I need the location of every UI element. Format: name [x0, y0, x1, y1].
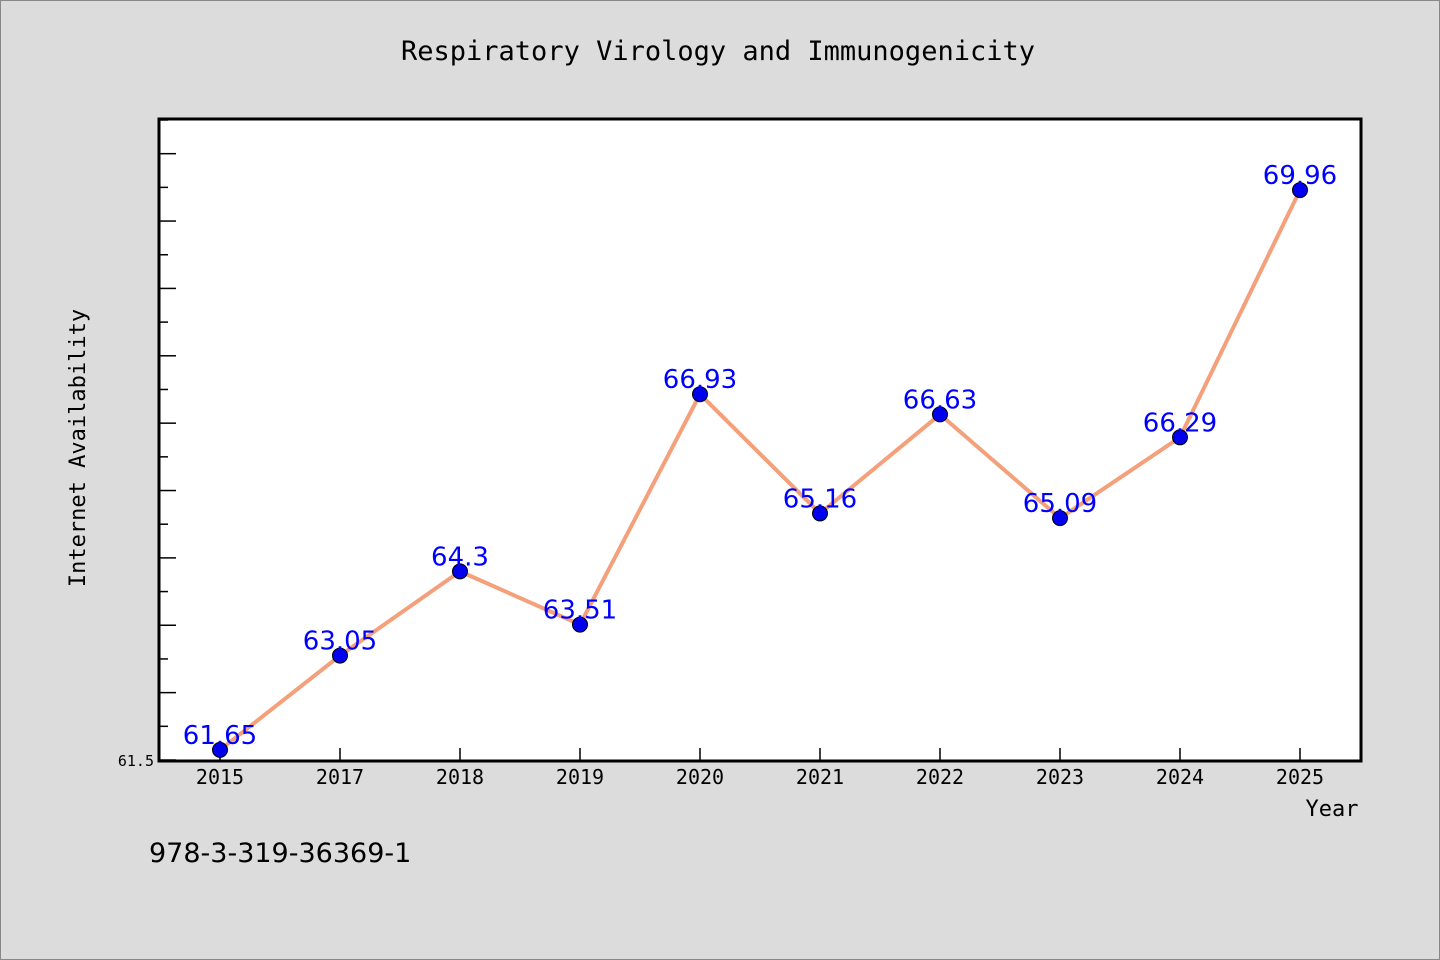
data-value-label: 63.51	[543, 596, 617, 626]
data-point-marker	[212, 741, 228, 758]
data-value-label: 69.96	[1263, 161, 1337, 191]
data-point-marker	[812, 505, 828, 522]
series-markers	[212, 182, 1308, 758]
x-tick-label: 2019	[556, 765, 604, 789]
x-tick-label: 2017	[316, 765, 364, 789]
x-tick-label: 2022	[916, 765, 964, 789]
data-value-label: 66.93	[663, 365, 737, 395]
data-value-label: 66.63	[903, 385, 977, 415]
x-axis-ticks: 2015 2017 2018 2019 2020 2021 2022 2023 2024 2025	[196, 748, 1324, 789]
data-point-marker	[1172, 429, 1188, 446]
data-value-label: 64.3	[431, 542, 489, 572]
x-tick-label: 2021	[796, 765, 844, 789]
chart-title: Respiratory Virology and Immunogenicity	[401, 36, 1035, 67]
data-point-marker	[332, 647, 348, 664]
data-labels: 61.65 63.05 64.3 63.51 66.93 65.16 66.63 65.09 6…	[183, 161, 1337, 751]
plot-area	[157, 117, 1363, 763]
x-tick-label: 2025	[1276, 765, 1324, 789]
data-value-label: 65.16	[783, 484, 857, 514]
y-axis-ticks: 61.5	[118, 119, 176, 770]
x-axis-label: Year	[1306, 797, 1359, 822]
data-point-marker	[932, 406, 948, 423]
y-tick-label: 61.5	[118, 752, 154, 770]
x-tick-label: 2023	[1036, 765, 1084, 789]
data-value-label: 66.29	[1143, 408, 1217, 438]
y-axis-label: Internet Availability	[66, 309, 91, 587]
data-value-label: 61.65	[183, 721, 257, 751]
data-point-marker	[692, 386, 708, 403]
data-value-label: 63.05	[303, 627, 377, 657]
x-tick-label: 2018	[436, 765, 484, 789]
x-tick-label: 2015	[196, 765, 244, 789]
isbn-footer: 978-3-319-36369-1	[149, 838, 411, 869]
data-point-marker	[572, 616, 588, 633]
x-tick-label: 2020	[676, 765, 724, 789]
data-point-marker	[452, 563, 468, 580]
series-line	[218, 189, 1302, 752]
data-value-label: 65.09	[1023, 489, 1097, 519]
data-point-marker	[1052, 510, 1068, 527]
data-point-marker	[1292, 182, 1308, 199]
x-tick-label: 2024	[1156, 765, 1204, 789]
